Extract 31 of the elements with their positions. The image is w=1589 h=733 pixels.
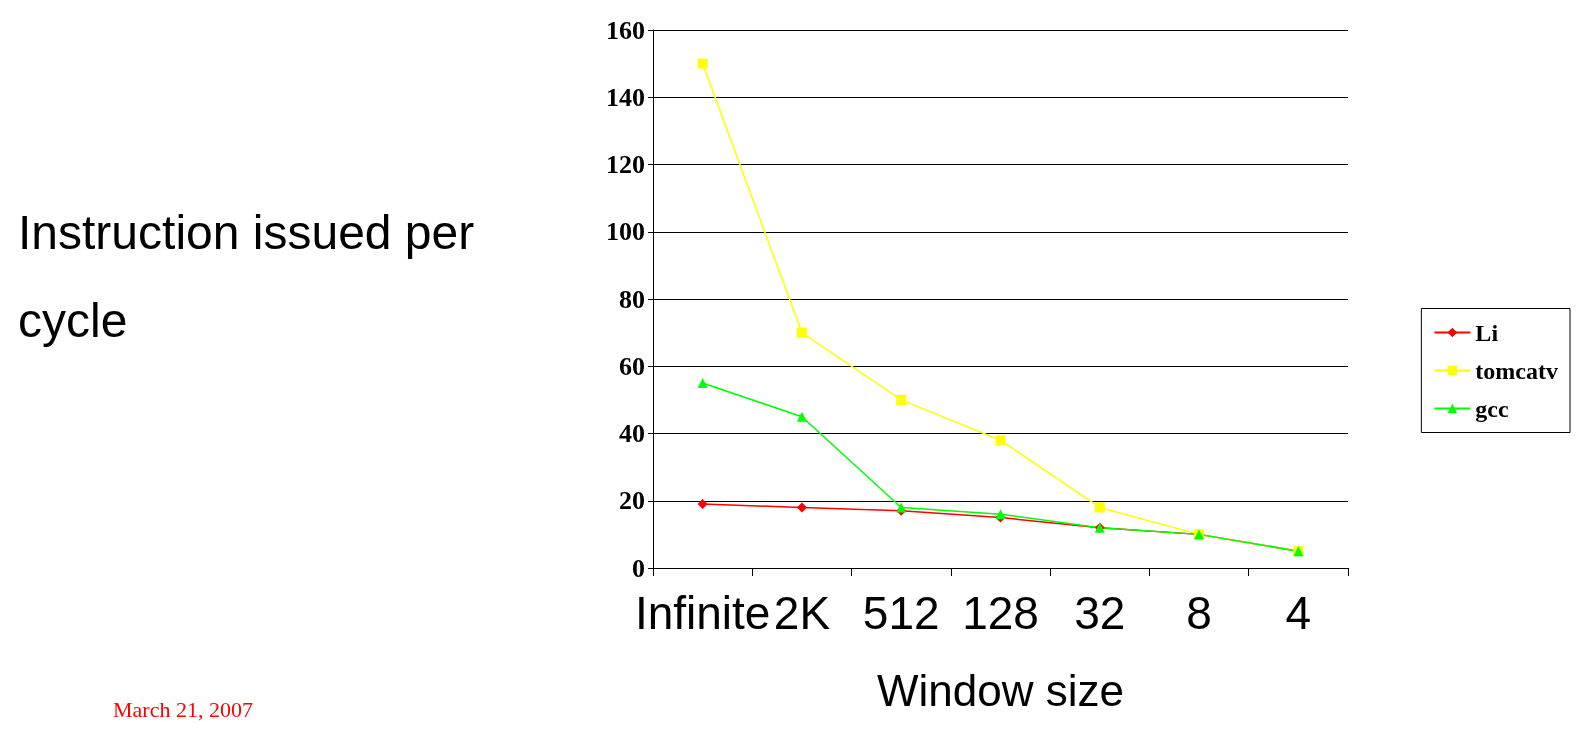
legend-label: tomcatv <box>1475 357 1559 384</box>
x-tick-label: 8 <box>1186 587 1212 639</box>
y-tick-label: 40 <box>619 419 645 448</box>
x-tick-label: 32 <box>1074 587 1126 639</box>
y-tick-label: 80 <box>619 284 645 314</box>
point <box>697 58 708 69</box>
x-tick-label: Infinite <box>634 587 771 639</box>
point <box>796 327 807 338</box>
y-tick-label: 160 <box>606 15 645 45</box>
y-tick-label: 60 <box>619 351 645 381</box>
point <box>995 435 1006 446</box>
point <box>697 499 708 510</box>
y-tick-label: 100 <box>606 217 645 247</box>
point <box>896 394 907 405</box>
y-tick-label: 0 <box>632 553 645 583</box>
x-tick-label: 4 <box>1285 587 1312 639</box>
y-tick-label: 120 <box>606 150 645 179</box>
point <box>796 502 807 513</box>
x-axis-title: Window size <box>877 665 1124 715</box>
text: March 21, 2007 <box>113 696 253 722</box>
point <box>796 411 807 422</box>
y-tick-label: 20 <box>619 486 645 516</box>
point <box>1094 502 1105 513</box>
y-tick-label: 140 <box>606 82 645 112</box>
y-axis-title: Instruction issued per cycle <box>18 205 488 347</box>
point <box>697 378 708 389</box>
x-tick-label: 128 <box>962 587 1039 639</box>
legend-label: gcc <box>1475 395 1510 422</box>
x-tick-label: 512 <box>862 587 940 639</box>
legend-label: Li <box>1475 319 1499 346</box>
x-tick-label: 2K <box>773 587 831 639</box>
